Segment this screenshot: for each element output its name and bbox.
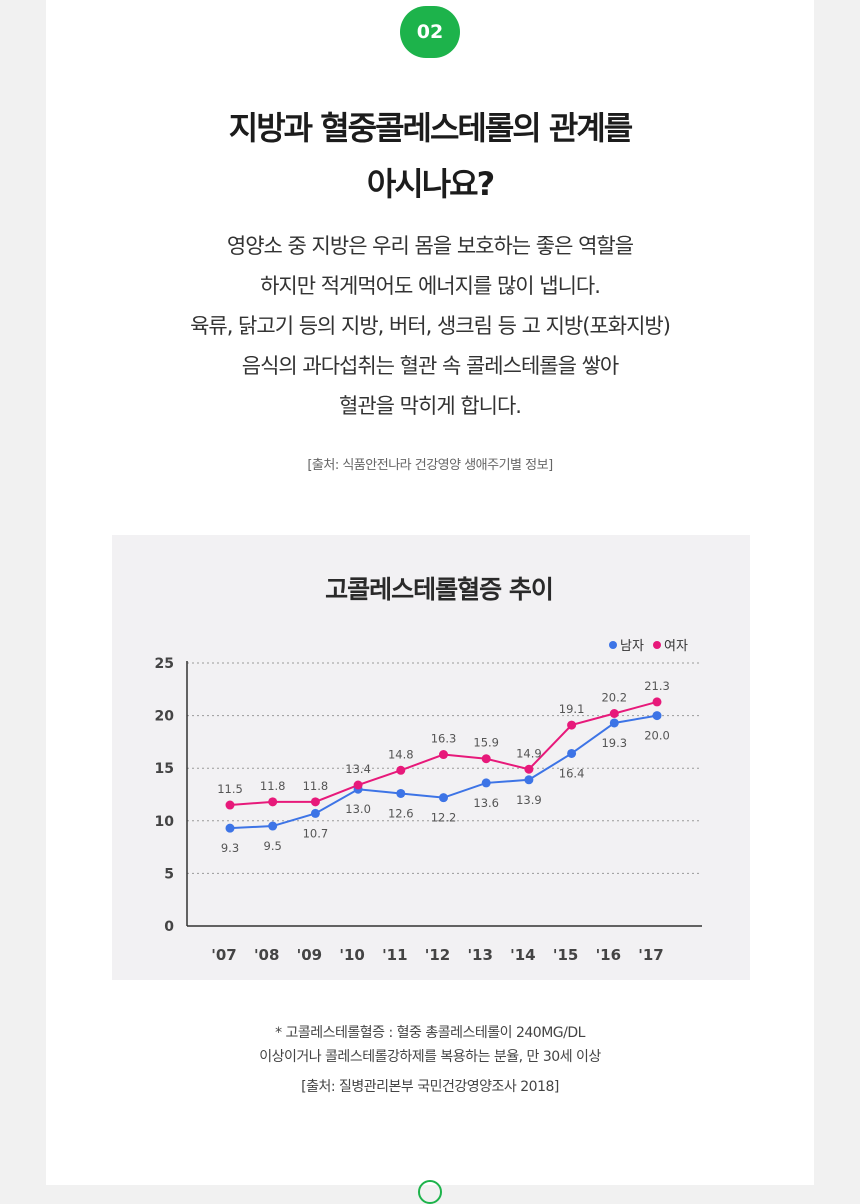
data-label-female: 21.3	[644, 679, 670, 693]
title-line-2: 아시나요?	[366, 165, 495, 203]
legend-label-female: 여자	[664, 639, 688, 654]
description-line-3: 육류, 닭고기 등의 지방, 버터, 생크림 등 고 지방(포화지방)	[190, 314, 671, 338]
data-label-male: 13.6	[473, 796, 499, 810]
description: 영양소 중 지방은 우리 몸을 보호하는 좋은 역할을 하지만 적게먹어도 에너…	[0, 226, 860, 426]
data-label-female: 14.8	[388, 747, 414, 761]
data-point-female	[396, 765, 406, 775]
data-label-male: 12.6	[388, 806, 414, 820]
x-tick-label: '14	[510, 946, 535, 964]
data-point-female	[609, 708, 619, 718]
data-point-female	[268, 797, 278, 807]
data-point-female	[652, 697, 662, 707]
description-line-1: 영양소 중 지방은 우리 몸을 보호하는 좋은 역할을	[226, 234, 634, 258]
data-label-male: 13.9	[516, 793, 542, 807]
footnote-line-2: 이상이거나 콜레스테롤강하제를 복용하는 분율, 만 30세 이상	[259, 1049, 601, 1065]
data-label-female: 11.5	[217, 782, 243, 796]
x-tick-label: '08	[254, 946, 279, 964]
source-citation-top: [출처: 식품안전나라 건강영양 생애주기별 정보]	[307, 458, 553, 473]
data-point-male	[481, 778, 491, 788]
chart-grid	[187, 662, 702, 874]
data-label-female: 19.1	[559, 702, 585, 716]
x-tick-label: '07	[211, 946, 236, 964]
legend-label-male: 남자	[620, 639, 644, 654]
data-label-male: 10.7	[303, 826, 329, 840]
data-label-female: 16.3	[431, 732, 457, 746]
data-point-male	[652, 711, 662, 721]
y-tick-label: 5	[164, 866, 174, 882]
chart-title: 고콜레스테롤혈증 추이	[325, 575, 553, 604]
footnote-source: [출처: 질병관리본부 국민건강영양조사 2018]	[301, 1079, 559, 1095]
data-label-female: 15.9	[473, 736, 499, 750]
data-point-female	[225, 800, 235, 810]
chart-axes: 0 5 10 15 20 25 '07 '08 '09 '10 '11 '12 '13 '14 '15 '16…	[155, 656, 702, 964]
x-tick-label: '16	[596, 946, 621, 964]
data-label-male: 9.3	[221, 841, 239, 855]
data-label-female: 20.2	[601, 690, 627, 704]
x-tick-label: '10	[339, 946, 364, 964]
y-tick-label: 0	[164, 919, 174, 935]
data-point-male	[524, 775, 534, 785]
line-chart: 고콜레스테롤혈증 추이 남자 여자 0 5 10 15 20 25 '07 '08 '09 '10…	[155, 575, 702, 964]
page-title: 지방과 혈중콜레스테롤의 관계를 아시나요?	[0, 100, 860, 212]
data-point-female	[524, 764, 534, 774]
data-point-female	[481, 754, 491, 764]
data-label-male: 16.4	[559, 766, 585, 780]
title-line-1: 지방과 혈중콜레스테롤의 관계를	[228, 109, 633, 147]
x-tick-label: '13	[467, 946, 492, 964]
data-label-male: 12.2	[431, 811, 457, 825]
data-point-male	[310, 808, 320, 818]
x-tick-label: '15	[553, 946, 578, 964]
y-tick-label: 10	[155, 814, 175, 830]
legend-marker-female	[653, 641, 661, 649]
x-tick-label: '09	[297, 946, 322, 964]
data-point-male	[268, 821, 278, 831]
x-tick-label: '17	[638, 946, 663, 964]
data-label-female: 14.9	[516, 746, 542, 760]
data-label-male: 9.5	[264, 839, 282, 853]
data-point-male	[396, 788, 406, 798]
data-label-female: 11.8	[303, 779, 329, 793]
y-tick-label: 15	[155, 761, 174, 777]
data-point-male	[225, 823, 235, 833]
data-point-male	[439, 793, 448, 803]
x-tick-label: '12	[425, 946, 450, 964]
data-label-male: 19.3	[601, 736, 627, 750]
data-label-male: 20.0	[644, 729, 670, 743]
next-section-marker	[418, 1180, 442, 1204]
chart-data-labels: 9.3 9.5 10.7 13.0 12.6 12.2 13.6 13.9 16.4 19.3 20…	[217, 679, 670, 855]
description-line-2: 하지만 적게먹어도 에너지를 많이 냅니다.	[260, 274, 601, 298]
data-label-male: 13.0	[345, 802, 371, 816]
data-point-female	[310, 797, 320, 807]
chart-panel: 고콜레스테롤혈증 추이 남자 여자 0 5 10 15 20 25 '07 '08 '09 '10…	[112, 535, 750, 980]
y-tick-label: 20	[155, 709, 175, 725]
section-number-badge: 02	[400, 6, 460, 58]
legend-marker-male	[609, 641, 617, 649]
y-tick-label: 25	[155, 656, 174, 672]
chart-legend: 남자 여자	[609, 639, 688, 654]
data-point-female	[567, 720, 577, 730]
description-line-4: 음식의 과다섭취는 혈관 속 콜레스테롤을 쌓아	[241, 354, 619, 378]
data-point-male	[567, 748, 577, 758]
data-label-female: 13.4	[345, 762, 371, 776]
data-point-female	[353, 780, 363, 790]
description-line-5: 혈관을 막히게 합니다.	[339, 394, 522, 418]
x-tick-label: '11	[382, 946, 407, 964]
data-label-female: 11.8	[260, 779, 286, 793]
footnote-line-1: * 고콜레스테롤혈증 : 혈중 총콜레스테롤이 240MG/DL	[275, 1025, 585, 1041]
chart-series	[225, 697, 662, 833]
data-point-female	[439, 750, 448, 760]
data-point-male	[609, 718, 619, 728]
